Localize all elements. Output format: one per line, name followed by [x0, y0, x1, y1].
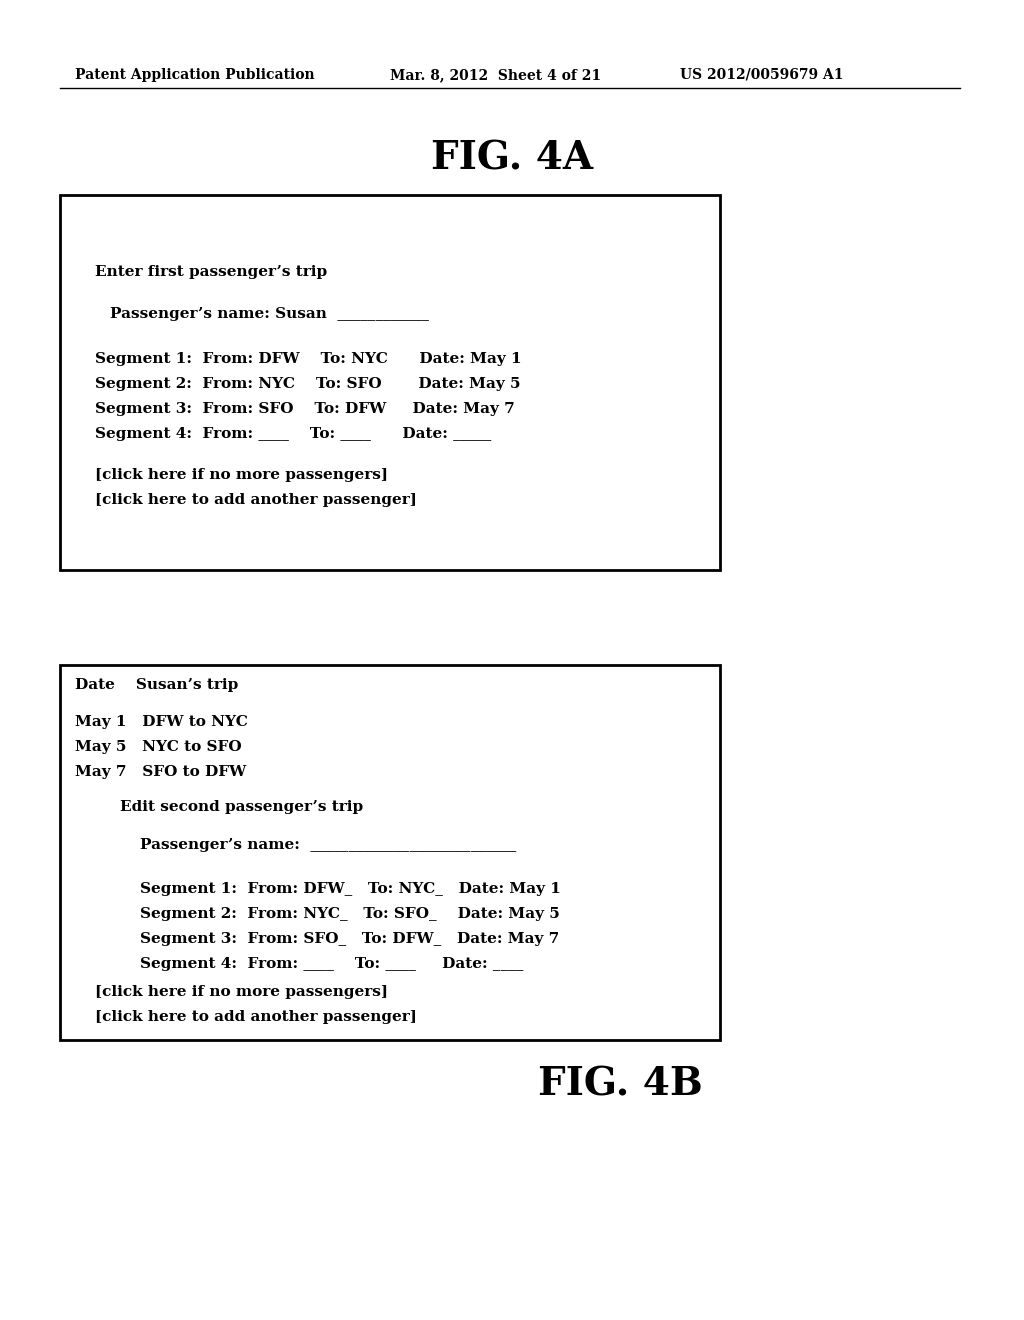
Text: Segment 3:  From: SFO    To: DFW     Date: May 7: Segment 3: From: SFO To: DFW Date: May 7	[95, 403, 515, 416]
FancyBboxPatch shape	[60, 195, 720, 570]
Text: Date    Susan’s trip: Date Susan’s trip	[75, 678, 239, 692]
FancyBboxPatch shape	[60, 665, 720, 1040]
Text: Enter first passenger’s trip: Enter first passenger’s trip	[95, 265, 327, 279]
Text: May 5   NYC to SFO: May 5 NYC to SFO	[75, 741, 242, 754]
Text: Segment 3:  From: SFO_   To: DFW_   Date: May 7: Segment 3: From: SFO_ To: DFW_ Date: May…	[140, 932, 559, 946]
Text: [click here to add another passenger]: [click here to add another passenger]	[95, 1010, 417, 1024]
Text: FIG. 4B: FIG. 4B	[538, 1065, 702, 1104]
Text: Passenger’s name:  ___________________________: Passenger’s name: ______________________…	[140, 838, 516, 851]
Text: May 7   SFO to DFW: May 7 SFO to DFW	[75, 766, 246, 779]
Text: FIG. 4A: FIG. 4A	[431, 140, 593, 178]
Text: [click here to add another passenger]: [click here to add another passenger]	[95, 492, 417, 507]
Text: Patent Application Publication: Patent Application Publication	[75, 69, 314, 82]
Text: Segment 1:  From: DFW    To: NYC      Date: May 1: Segment 1: From: DFW To: NYC Date: May 1	[95, 352, 521, 366]
Text: Segment 1:  From: DFW_   To: NYC_   Date: May 1: Segment 1: From: DFW_ To: NYC_ Date: May…	[140, 882, 561, 896]
Text: May 1   DFW to NYC: May 1 DFW to NYC	[75, 715, 248, 729]
Text: Passenger’s name: Susan  ____________: Passenger’s name: Susan ____________	[110, 308, 429, 321]
Text: [click here if no more passengers]: [click here if no more passengers]	[95, 469, 388, 482]
Text: US 2012/0059679 A1: US 2012/0059679 A1	[680, 69, 844, 82]
Text: Segment 2:  From: NYC    To: SFO       Date: May 5: Segment 2: From: NYC To: SFO Date: May 5	[95, 378, 520, 391]
Text: Segment 4:  From: ____    To: ____     Date: ____: Segment 4: From: ____ To: ____ Date: ___…	[140, 957, 523, 972]
Text: Mar. 8, 2012  Sheet 4 of 21: Mar. 8, 2012 Sheet 4 of 21	[390, 69, 601, 82]
Text: Edit second passenger’s trip: Edit second passenger’s trip	[120, 800, 364, 814]
Text: [click here if no more passengers]: [click here if no more passengers]	[95, 985, 388, 999]
Text: Segment 4:  From: ____    To: ____      Date: _____: Segment 4: From: ____ To: ____ Date: ___…	[95, 426, 492, 441]
Text: Segment 2:  From: NYC_   To: SFO_    Date: May 5: Segment 2: From: NYC_ To: SFO_ Date: May…	[140, 907, 560, 921]
